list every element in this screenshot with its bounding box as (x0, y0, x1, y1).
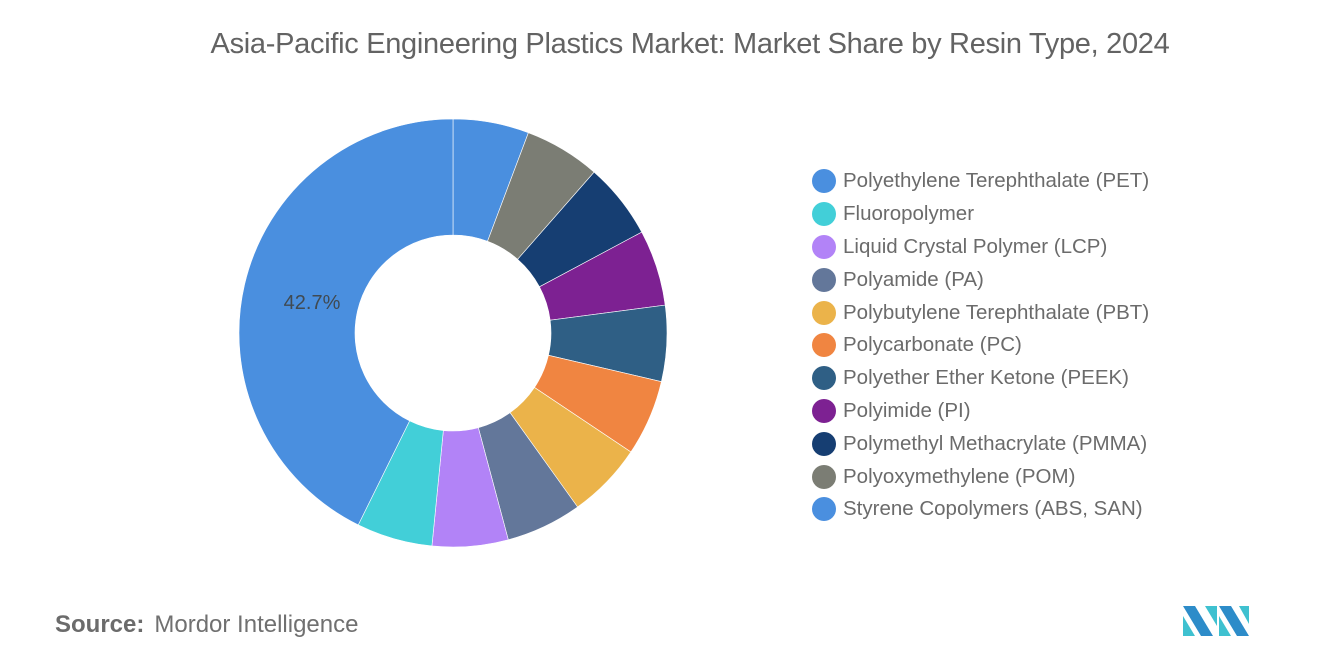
legend-swatch-icon (812, 431, 836, 456)
legend-label: Polyimide (PI) (843, 398, 971, 422)
legend-item: Polyether Ether Ketone (PEEK) (812, 362, 1149, 395)
chart-title: Asia-Pacific Engineering Plastics Market… (210, 28, 1170, 60)
legend-item: Fluoropolymer (812, 198, 1149, 231)
legend-swatch-icon (812, 333, 836, 358)
legend-item: Polyethylene Terephthalate (PET) (812, 165, 1149, 198)
legend-swatch-icon (812, 464, 836, 489)
source-label: Source: (55, 611, 145, 638)
legend-swatch-icon (812, 398, 836, 423)
legend-item: Polyimide (PI) (812, 395, 1149, 428)
legend-swatch-icon (812, 300, 836, 325)
legend-label: Liquid Crystal Polymer (LCP) (843, 234, 1108, 258)
legend-swatch-icon (812, 267, 836, 292)
legend-item: Styrene Copolymers (ABS, SAN) (812, 493, 1149, 526)
legend-item: Polyamide (PA) (812, 263, 1149, 296)
legend-item: Polyoxymethylene (POM) (812, 460, 1149, 493)
legend-label: Styrene Copolymers (ABS, SAN) (843, 497, 1143, 521)
legend: Polyethylene Terephthalate (PET) Fluoropo… (812, 165, 1149, 526)
legend-swatch-icon (812, 497, 836, 522)
legend-swatch-icon (812, 169, 836, 194)
legend-item: Polymethyl Methacrylate (PMMA) (812, 427, 1149, 460)
legend-swatch-icon (812, 234, 836, 259)
legend-swatch-icon (812, 202, 836, 227)
source-value: Mordor Intelligence (154, 611, 359, 638)
donut-chart: 42.7% (238, 118, 668, 548)
legend-label: Polyamide (PA) (843, 267, 984, 291)
donut-slice (238, 118, 454, 526)
legend-item: Liquid Crystal Polymer (LCP) (812, 231, 1149, 264)
legend-label: Polybutylene Terephthalate (PBT) (843, 300, 1150, 324)
legend-label: Polymethyl Methacrylate (PMMA) (843, 431, 1148, 455)
legend-item: Polycarbonate (PC) (812, 329, 1149, 362)
legend-label: Polyoxymethylene (POM) (843, 464, 1076, 488)
legend-label: Polyether Ether Ketone (PEEK) (843, 366, 1130, 390)
legend-label: Fluoropolymer (843, 202, 975, 226)
source-note: Source: Mordor Intelligence (55, 611, 358, 639)
legend-label: Polycarbonate (PC) (843, 333, 1022, 357)
legend-item: Polybutylene Terephthalate (PBT) (812, 296, 1149, 329)
mordor-intelligence-logo-icon (1183, 606, 1249, 636)
legend-label: Polyethylene Terephthalate (PET) (843, 169, 1150, 193)
slice-data-label: 42.7% (284, 292, 341, 314)
legend-swatch-icon (812, 366, 836, 391)
